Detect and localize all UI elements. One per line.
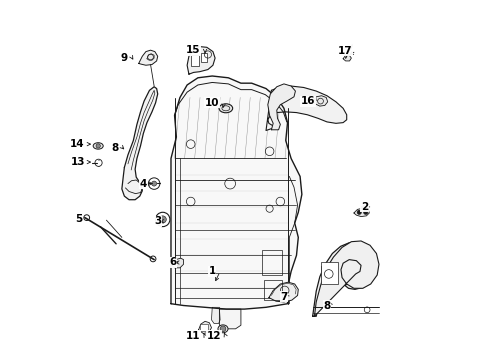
Polygon shape [211,307,220,323]
Text: 1: 1 [208,266,215,276]
Text: 8: 8 [111,143,118,153]
Text: 13: 13 [70,157,85,167]
Text: 5: 5 [75,215,82,224]
Ellipse shape [218,325,227,333]
Circle shape [363,210,367,215]
Polygon shape [219,309,241,329]
Circle shape [356,210,361,215]
Text: 9: 9 [121,53,128,63]
Ellipse shape [93,143,103,149]
Ellipse shape [219,104,232,113]
Bar [262,250,282,275]
Circle shape [159,216,166,223]
Bar [199,324,207,330]
Polygon shape [122,87,158,200]
Polygon shape [172,258,183,268]
Text: 4: 4 [139,179,147,189]
Polygon shape [265,86,346,131]
Text: 8: 8 [323,301,330,311]
Polygon shape [314,241,378,316]
Bar [201,53,207,62]
Text: 17: 17 [337,46,351,56]
Polygon shape [267,84,295,130]
Text: 14: 14 [70,139,85,149]
Polygon shape [268,282,298,302]
Polygon shape [187,46,215,74]
Polygon shape [312,96,327,106]
Text: 6: 6 [169,257,176,267]
Polygon shape [139,50,158,65]
Text: 3: 3 [154,216,161,226]
Polygon shape [171,76,301,309]
Polygon shape [343,55,351,61]
Polygon shape [353,208,368,217]
Text: 16: 16 [301,96,315,106]
Text: 15: 15 [186,45,201,55]
Text: 7: 7 [280,292,287,302]
Circle shape [151,181,156,186]
Polygon shape [198,321,211,333]
Polygon shape [312,243,375,316]
Text: 12: 12 [206,331,221,341]
Bar [190,55,198,66]
Circle shape [220,326,225,332]
Polygon shape [147,54,154,60]
Circle shape [96,144,100,148]
Bar [320,262,337,284]
Bar [264,280,282,300]
Text: 10: 10 [204,98,219,108]
Text: 11: 11 [186,331,201,341]
Text: 2: 2 [360,202,367,212]
